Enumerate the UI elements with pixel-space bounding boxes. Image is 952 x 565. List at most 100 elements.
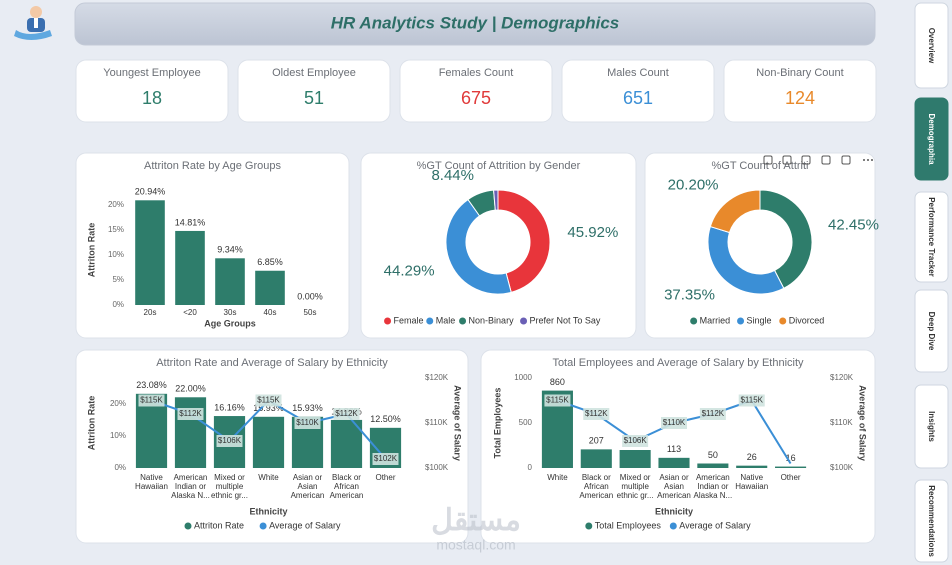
y2-tick-label: $110K xyxy=(425,418,448,427)
legend-label: Average of Salary xyxy=(269,520,341,530)
x-tick-label: Other xyxy=(375,473,395,482)
data-label: 37.35% xyxy=(664,287,715,304)
data-label: $112K xyxy=(585,409,608,418)
toolbar-dot[interactable] xyxy=(863,159,865,161)
nav-tab[interactable] xyxy=(914,191,949,283)
y-tick-label: 0 xyxy=(528,463,533,472)
toolbar-dot[interactable] xyxy=(867,159,869,161)
title-bar xyxy=(74,2,876,46)
legend-swatch xyxy=(259,522,267,530)
logo xyxy=(14,6,52,40)
y2-tick-label: $110K xyxy=(830,418,853,427)
chart-card xyxy=(644,152,876,339)
bar xyxy=(215,258,245,305)
nav-tab[interactable] xyxy=(914,384,949,469)
bar xyxy=(174,397,207,468)
data-label: 9.34% xyxy=(217,245,243,255)
donut-slice xyxy=(497,189,551,293)
bar xyxy=(252,416,285,468)
bar xyxy=(736,465,768,468)
x-tick-label: 50s xyxy=(304,308,317,317)
toolbar-icon[interactable] xyxy=(841,155,851,165)
nav-tab-label[interactable]: Demographia xyxy=(927,113,936,165)
kpi-card xyxy=(723,59,877,123)
data-label-box xyxy=(738,394,765,407)
data-label: 113 xyxy=(667,444,681,454)
chart-title: Attriton Rate and Average of Salary by E… xyxy=(156,357,388,369)
toolbar-icon[interactable] xyxy=(821,155,831,165)
y2-axis-title: Average of Salary xyxy=(858,385,868,461)
legend-swatch xyxy=(779,317,787,325)
data-label: 45.92% xyxy=(567,224,618,241)
kpi-label: Youngest Employee xyxy=(103,67,200,79)
data-label: $115K xyxy=(257,396,280,405)
bar xyxy=(580,449,612,468)
bar xyxy=(330,419,363,468)
x-tick-label: Native Hawaiian xyxy=(135,473,168,491)
data-label: $110K xyxy=(296,418,319,427)
data-label: 16 xyxy=(786,453,796,463)
legend-swatch xyxy=(184,522,192,530)
x-tick-label: Mixed or multiple ethnic gr... xyxy=(211,473,248,500)
data-label-box xyxy=(699,408,726,420)
nav-tab[interactable] xyxy=(914,97,949,181)
nav-tab-label[interactable]: Recommendations xyxy=(927,485,936,557)
x-axis-title: Age Groups xyxy=(204,318,256,328)
data-label: $115K xyxy=(140,396,163,405)
data-label: 26 xyxy=(747,452,757,462)
data-label: 14.81% xyxy=(175,217,206,227)
kpi-value: 124 xyxy=(785,88,815,108)
legend-label: Female xyxy=(394,315,424,325)
nav-tab-label[interactable]: Performance Tracker xyxy=(927,197,936,277)
toolbar-icon[interactable] xyxy=(763,155,773,165)
data-label: 44.29% xyxy=(384,263,435,280)
y2-tick-label: $100K xyxy=(830,463,854,472)
data-label: $102K xyxy=(374,454,398,463)
data-label: 20.94% xyxy=(135,187,166,197)
data-label: $112K xyxy=(179,409,202,418)
data-label: 42.45% xyxy=(828,217,879,234)
x-tick-label: Black or African American xyxy=(579,473,613,500)
legend-label: Attriton Rate xyxy=(194,520,244,530)
chart-title: %GT Count of Attriti xyxy=(711,160,808,172)
donut-slice xyxy=(707,225,785,295)
x-tick-label: Black or African American xyxy=(330,473,364,500)
legend-label: Non-Binary xyxy=(469,315,515,325)
data-label-box xyxy=(622,435,649,447)
x-axis-title: Ethnicity xyxy=(249,506,287,516)
data-label-box xyxy=(216,435,243,447)
toolbar-dot[interactable] xyxy=(871,159,873,161)
donut-slice xyxy=(445,198,512,295)
nav-tab-label[interactable]: Deep Dive xyxy=(927,312,936,351)
nav-tab[interactable] xyxy=(914,289,949,373)
legend-swatch xyxy=(384,317,392,325)
y-tick-label: 500 xyxy=(519,418,533,427)
data-label: $106K xyxy=(218,436,242,445)
legend-label: Married xyxy=(700,315,731,325)
y-tick-label: 1000 xyxy=(514,373,532,382)
nav-tab-label[interactable]: Insights xyxy=(927,411,936,442)
nav-tab[interactable] xyxy=(914,2,949,89)
nav-tab-label[interactable]: Overview xyxy=(927,28,936,64)
kpi-value: 51 xyxy=(304,88,324,108)
legend-swatch xyxy=(520,317,528,325)
chart-title: Attriton Rate by Age Groups xyxy=(144,160,281,172)
y-tick-label: 20% xyxy=(110,399,126,408)
x-tick-label: White xyxy=(547,473,568,482)
x-tick-label: <20 xyxy=(183,308,197,317)
toolbar-icon[interactable] xyxy=(801,155,811,165)
data-label: $112K xyxy=(335,409,358,418)
y-tick-label: 20% xyxy=(108,200,124,209)
toolbar-icon[interactable] xyxy=(782,155,792,165)
nav-tab[interactable] xyxy=(914,479,949,563)
data-label: 6.85% xyxy=(257,257,283,267)
x-tick-label: 40s xyxy=(264,308,277,317)
visual-toolbar xyxy=(763,155,873,165)
legend-swatch xyxy=(690,317,698,325)
data-label: 20.20% xyxy=(668,177,719,194)
data-label-box xyxy=(255,394,282,407)
data-label-box xyxy=(138,394,165,407)
bar xyxy=(658,457,690,468)
kpi-label: Oldest Employee xyxy=(272,67,356,79)
